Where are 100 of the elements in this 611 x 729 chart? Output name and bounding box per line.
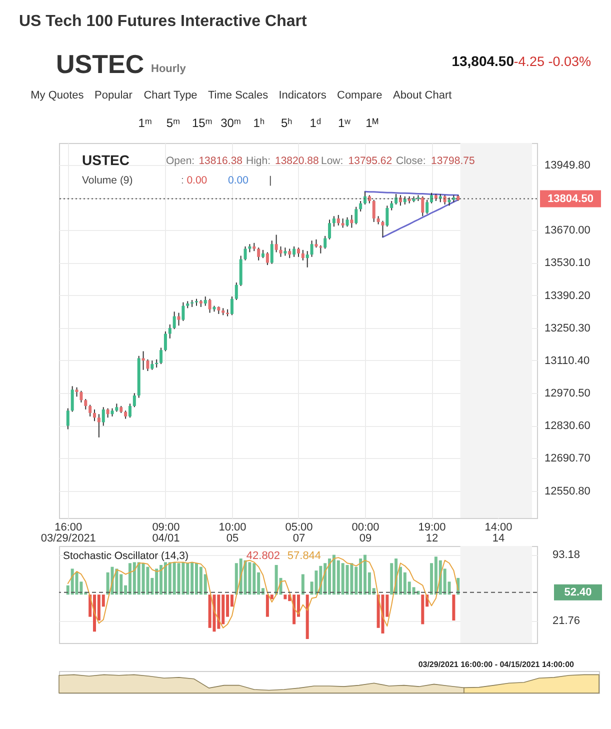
text: 30ᵐ: [220, 116, 241, 130]
annotation: Open:: [166, 155, 195, 167]
candlestick: [354, 206, 358, 225]
ref-line-label: 52.40: [564, 586, 592, 598]
y-tick-label: 13670.00: [544, 224, 590, 237]
ref-line-label: 13804.50: [548, 192, 594, 205]
text: Hourly: [151, 63, 187, 75]
bar: [146, 566, 150, 595]
bar: [346, 564, 349, 595]
bar: [284, 594, 287, 600]
text: 15ᵐ: [192, 116, 212, 130]
x-tick-label: 05:00 07: [285, 522, 313, 544]
text: Popular: [94, 89, 133, 102]
candlestick: [301, 249, 304, 261]
x-tick-label: 00:00 09: [352, 522, 380, 544]
y-tick-label: 12830.60: [544, 420, 590, 432]
candlestick: [88, 404, 92, 417]
bar: [208, 594, 212, 628]
text: 5ᵐ: [166, 116, 180, 130]
candlestick: [146, 358, 150, 372]
bar: [182, 562, 185, 595]
annotation: 42.802: [246, 550, 280, 562]
x-tick-label: 14:00 14: [484, 522, 512, 544]
candlestick: [394, 194, 398, 205]
annotation: |: [269, 174, 272, 187]
y-tick-label: 21.76: [552, 615, 580, 628]
candlestick: [390, 200, 394, 211]
annotation: Close:: [396, 155, 426, 167]
annotation: 13795.62: [348, 155, 392, 167]
text: 1ᵐ: [138, 116, 152, 130]
candlestick: [310, 240, 314, 258]
annotation: 0.00: [228, 174, 249, 187]
candlestick: [274, 234, 278, 253]
bar: [452, 594, 456, 621]
candlestick: [332, 216, 336, 228]
text: 1ʰ: [253, 116, 265, 130]
annotation: :: [181, 174, 184, 187]
bar: [381, 594, 384, 634]
candlestick: [296, 247, 300, 258]
candlestick: [364, 191, 367, 205]
line-series: [382, 199, 459, 238]
text: 1ʷ: [338, 116, 351, 130]
candlestick: [80, 390, 83, 403]
candlestick: [84, 398, 88, 410]
candlestick: [328, 219, 332, 240]
candlestick: [350, 214, 354, 228]
candlestick: [204, 296, 207, 306]
bar: [75, 572, 78, 595]
y-tick-label: 13390.20: [544, 290, 590, 302]
annotation: 0.00: [186, 174, 208, 187]
candlestick: [421, 196, 424, 217]
y-tick-label: 12690.70: [544, 452, 590, 465]
candlestick: [324, 235, 327, 250]
annotation: 13798.75: [431, 155, 475, 167]
candlestick: [177, 312, 180, 326]
annotation: High:: [246, 155, 271, 167]
x-tick-label: 10:00 05: [218, 522, 246, 544]
bar: [244, 560, 247, 595]
text: 1ᴹ: [366, 116, 378, 130]
bar: [177, 563, 180, 595]
candlestick: [97, 414, 100, 438]
candlestick: [160, 347, 163, 365]
x-tick-label: 19:00 12: [418, 522, 446, 544]
candlestick: [244, 246, 247, 261]
text: 5ʰ: [281, 116, 293, 130]
candlestick: [142, 350, 145, 370]
annotation: 57.844: [287, 550, 322, 562]
candlestick: [346, 216, 349, 228]
text: My Quotes: [30, 89, 84, 102]
text: Indicators: [278, 89, 327, 102]
annotation: Volume (9): [82, 174, 133, 187]
candlestick: [132, 392, 136, 408]
text: 03/29/2021 16:00:00 - 04/15/2021 14:00:00: [418, 660, 575, 669]
candlestick: [381, 220, 384, 238]
bar: [248, 562, 252, 595]
bar: [142, 563, 145, 595]
candlestick: [306, 250, 309, 268]
candlestick: [75, 386, 78, 398]
annotation: Low:: [321, 155, 344, 167]
candlestick: [172, 311, 176, 330]
candlestick: [359, 200, 362, 212]
candlestick: [102, 406, 105, 426]
text: USTEC: [56, 49, 144, 79]
candlestick: [341, 218, 344, 228]
candlestick: [336, 214, 340, 226]
candlestick: [66, 408, 70, 430]
candlestick: [70, 386, 74, 412]
y-tick-label: 13110.40: [544, 354, 590, 367]
candlestick: [266, 252, 269, 266]
y-tick-label: 13949.80: [544, 159, 590, 172]
chart-title: US Tech 100 Futures Interactive Chart: [19, 13, 308, 30]
candlestick: [106, 408, 110, 418]
y-tick-label: 13250.30: [544, 322, 590, 334]
bar: [350, 563, 354, 595]
text: Chart Type: [144, 89, 198, 102]
text: 1ᵈ: [310, 116, 322, 130]
candlestick: [270, 240, 274, 264]
text: 13,804.50: [452, 53, 514, 69]
candlestick: [164, 330, 167, 352]
bar: [306, 594, 309, 640]
